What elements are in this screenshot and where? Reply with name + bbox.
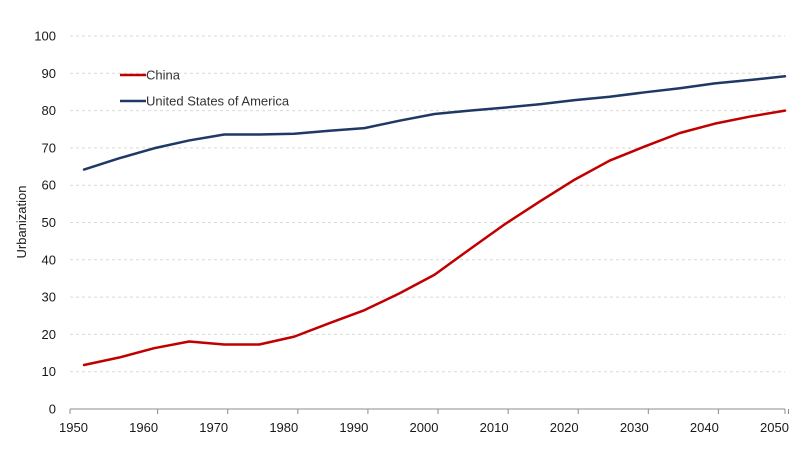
x-tick-label: 1960 — [129, 420, 158, 435]
x-tick-label: 1950 — [59, 420, 88, 435]
x-tick-label: 2050 — [760, 420, 789, 435]
y-tick-label: 70 — [42, 140, 56, 155]
x-tick-label: 2000 — [410, 420, 439, 435]
y-tick-label: 30 — [42, 290, 56, 305]
series-lines — [82, 75, 787, 367]
y-tick-label: 100 — [34, 29, 56, 44]
y-tick-label: 50 — [42, 215, 56, 230]
x-tick-label: 2020 — [550, 420, 579, 435]
x-axis-tick-labels: 1950 1960 1970 1980 1990 2000 2010 2020 2030 2040… — [59, 420, 789, 435]
y-tick-label: 40 — [42, 252, 56, 267]
x-tick-label: 1990 — [339, 420, 368, 435]
y-axis-tick-labels: 0 10 20 30 40 50 60 70 80 90 100 — [34, 29, 56, 417]
gridlines — [70, 35, 785, 373]
legend-label-usa: United States of America — [146, 94, 290, 109]
y-tick-label: 10 — [42, 364, 56, 379]
y-tick-label: 0 — [49, 402, 56, 417]
series-line-usa — [82, 75, 787, 171]
x-tick-label: 2010 — [480, 420, 509, 435]
axes — [69, 408, 790, 414]
y-tick-label: 60 — [42, 178, 56, 193]
legend-label-china: China — [146, 68, 181, 83]
series-line-china — [82, 109, 787, 367]
x-tick-label: 1970 — [199, 420, 228, 435]
y-tick-label: 20 — [42, 327, 56, 342]
y-axis-title: Urbanization — [14, 186, 29, 259]
y-tick-label: 90 — [42, 66, 56, 81]
x-tick-label: 2040 — [690, 420, 719, 435]
x-tick-label: 2030 — [620, 420, 649, 435]
legend: China United States of America — [120, 68, 290, 109]
x-tick-label: 1980 — [269, 420, 298, 435]
y-tick-label: 80 — [42, 103, 56, 118]
